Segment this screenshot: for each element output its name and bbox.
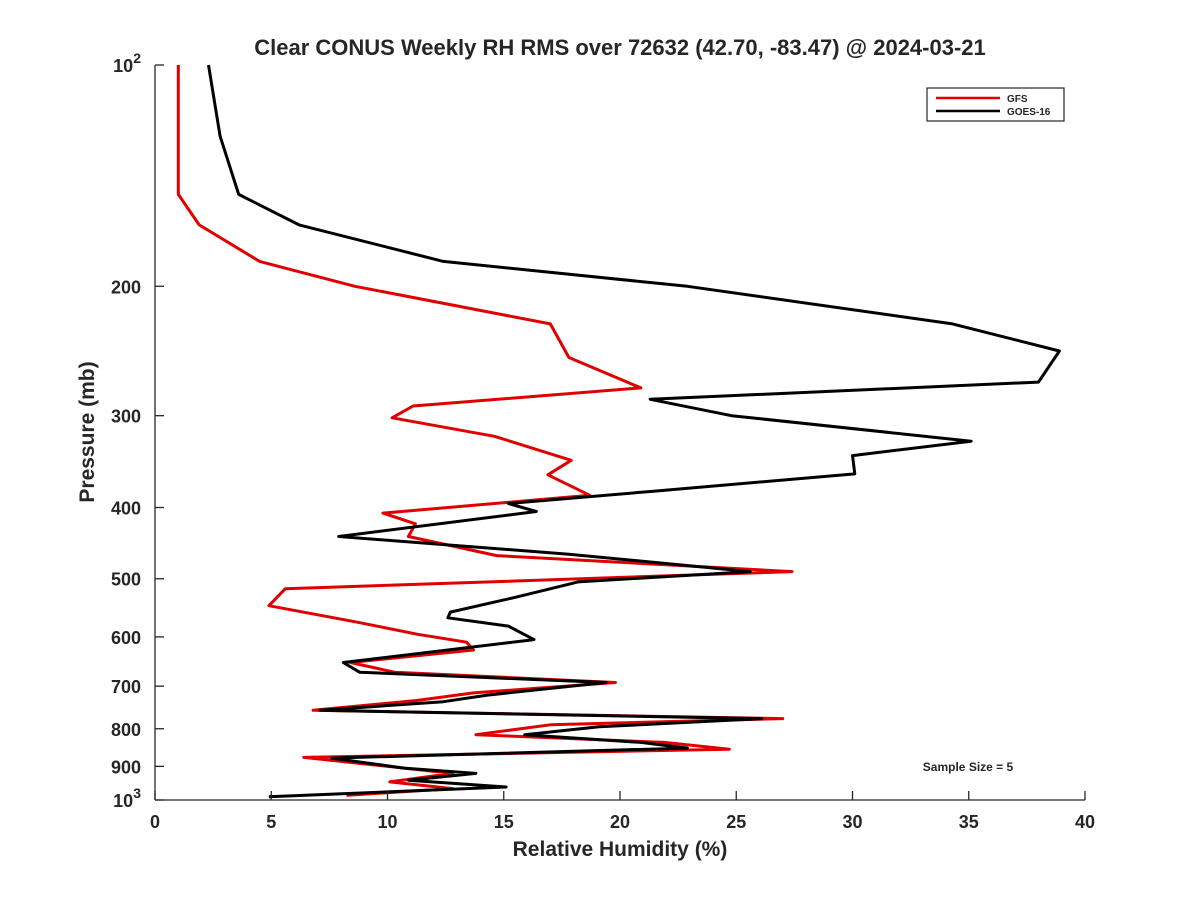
axes-layer: 0 5 10 15 20 25 30 35 40 102 200 300 400 500 600 700 800… [111, 50, 1095, 832]
legend-label: GFS [1007, 94, 1028, 105]
x-tick-label: 10 [377, 812, 397, 832]
y-tick-label: 103 [113, 785, 141, 811]
y-axis-label: Pressure (mb) [76, 361, 99, 502]
y-tick-label: 300 [111, 407, 141, 427]
x-tick-label: 5 [266, 812, 276, 832]
legend-box [926, 87, 1065, 122]
x-tick-label: 30 [842, 812, 862, 832]
x-tick-label: 0 [150, 812, 160, 832]
y-tick-label: 700 [111, 677, 141, 697]
x-tick-label: 25 [726, 812, 746, 832]
series-line-goes-16 [207, 64, 1061, 799]
x-tick-label: 20 [610, 812, 630, 832]
y-tick-label: 102 [113, 50, 141, 76]
x-axis-label: Relative Humidity (%) [513, 838, 728, 861]
y-tick-label: 600 [111, 628, 141, 648]
y-tick-label: 800 [111, 720, 141, 740]
y-tick-label: 500 [111, 570, 141, 590]
y-tick-label: 200 [111, 277, 141, 297]
legend-label: GOES-16 [1007, 107, 1051, 118]
x-tick-label: 35 [959, 812, 979, 832]
series-layer [176, 64, 1061, 799]
y-tick-label: 400 [111, 499, 141, 519]
series-line-gfs [176, 65, 794, 797]
chart-title: Clear CONUS Weekly RH RMS over 72632 (42… [254, 35, 986, 60]
legend: GFS GOES-16 [926, 87, 1065, 122]
x-tick-label: 40 [1075, 812, 1095, 832]
y-tick-label: 900 [111, 757, 141, 777]
x-tick-label: 15 [494, 812, 514, 832]
sample-size-annotation: Sample Size = 5 [923, 760, 1014, 774]
